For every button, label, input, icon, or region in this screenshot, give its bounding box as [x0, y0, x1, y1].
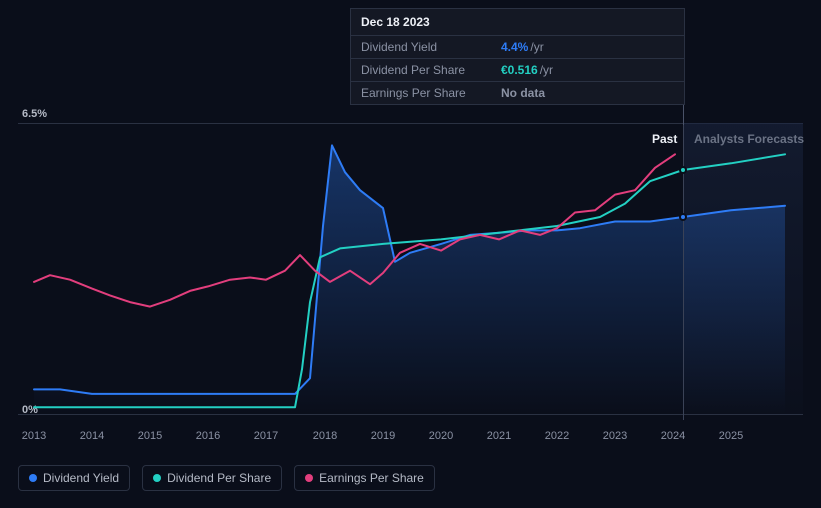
- line-earnings-per-share: [34, 154, 675, 306]
- y-axis-max: 6.5%: [22, 108, 47, 120]
- x-tick: 2021: [487, 430, 511, 442]
- legend-label: Dividend Yield: [43, 471, 119, 485]
- x-tick: 2018: [313, 430, 337, 442]
- y-axis-min: 0%: [22, 404, 38, 416]
- forecast-label: Analysts Forecasts: [694, 132, 804, 146]
- tooltip-row: Dividend Yield4.4% /yr: [351, 36, 684, 59]
- x-tick: 2013: [22, 430, 46, 442]
- x-tick: 2019: [371, 430, 395, 442]
- legend: Dividend Yield Dividend Per Share Earnin…: [18, 465, 435, 491]
- x-tick: 2015: [138, 430, 162, 442]
- legend-item-earnings-per-share[interactable]: Earnings Per Share: [294, 465, 435, 491]
- tooltip-unit: /yr: [530, 40, 543, 54]
- tooltip-key: Dividend Yield: [361, 40, 501, 54]
- tooltip-key: Earnings Per Share: [361, 86, 501, 100]
- legend-dot-icon: [305, 474, 313, 482]
- line-dividend-yield: [34, 145, 785, 394]
- tooltip-unit: /yr: [540, 63, 553, 77]
- tooltip-value: 4.4%: [501, 40, 528, 54]
- legend-item-dividend-yield[interactable]: Dividend Yield: [18, 465, 130, 491]
- x-tick: 2025: [719, 430, 743, 442]
- gridline-top: [18, 123, 803, 124]
- legend-label: Dividend Per Share: [167, 471, 271, 485]
- tooltip-row: Dividend Per Share€0.516 /yr: [351, 59, 684, 82]
- x-tick: 2017: [254, 430, 278, 442]
- tooltip-value: No data: [501, 86, 545, 100]
- legend-dot-icon: [153, 474, 161, 482]
- series-dot: [679, 166, 687, 174]
- tooltip-key: Dividend Per Share: [361, 63, 501, 77]
- line-dividend-per-share: [34, 154, 785, 407]
- forecast-shade: [683, 123, 803, 414]
- legend-dot-icon: [29, 474, 37, 482]
- gridline-bottom: [18, 414, 803, 415]
- tooltip-date: Dec 18 2023: [351, 9, 684, 36]
- x-tick: 2023: [603, 430, 627, 442]
- legend-item-dividend-per-share[interactable]: Dividend Per Share: [142, 465, 282, 491]
- series-dot: [679, 213, 687, 221]
- legend-label: Earnings Per Share: [319, 471, 424, 485]
- past-label: Past: [652, 132, 677, 146]
- x-tick: 2024: [661, 430, 685, 442]
- x-tick: 2016: [196, 430, 220, 442]
- x-tick: 2020: [429, 430, 453, 442]
- tooltip-value: €0.516: [501, 63, 538, 77]
- x-tick: 2022: [545, 430, 569, 442]
- dividend-yield-fill: [34, 145, 785, 414]
- hover-tooltip: Dec 18 2023 Dividend Yield4.4% /yrDivide…: [350, 8, 685, 105]
- x-tick: 2014: [80, 430, 104, 442]
- tooltip-row: Earnings Per ShareNo data: [351, 82, 684, 104]
